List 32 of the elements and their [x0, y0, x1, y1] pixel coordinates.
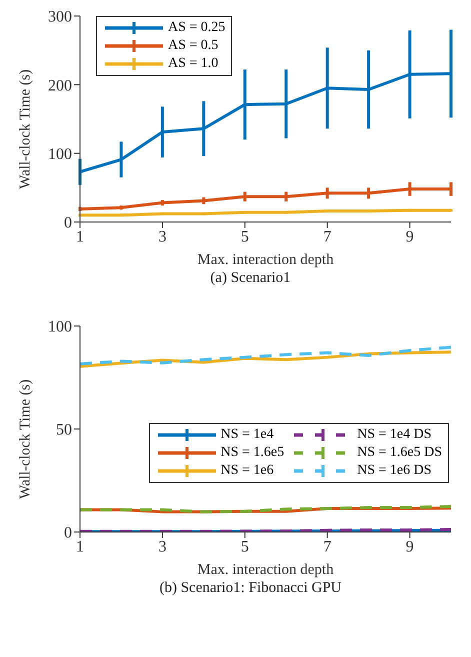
x-axis-title: Max. interaction depth — [197, 562, 334, 578]
legend-label: NS = 1.6e5 — [220, 444, 284, 462]
legend-label: AS = 0.5 — [168, 37, 218, 55]
x-tick-label: 9 — [406, 228, 414, 246]
y-tick-label: 100 — [48, 318, 72, 336]
y-tick-label: 200 — [48, 77, 72, 94]
legend-label: NS = 1e6 — [220, 462, 274, 480]
text: (b) Scenario1: Fibonacci GPU — [158, 580, 343, 597]
legend-label: AS = 1.0 — [168, 55, 218, 73]
x-axis-title: Max. interaction depth — [197, 252, 334, 268]
legend-label: NS = 1e6 DS — [357, 462, 432, 480]
y-tick-label: 0 — [64, 214, 72, 232]
x-tick-label: 5 — [240, 228, 249, 246]
legend-label: NS = 1e4 — [220, 426, 274, 444]
x-tick-label: 3 — [158, 538, 166, 556]
x-tick-label: 7 — [323, 538, 332, 556]
y-tick-label: 300 — [48, 8, 72, 26]
legend-label: AS = 0.25 — [168, 19, 226, 37]
x-tick-label: 5 — [240, 538, 249, 556]
x-tick-label: 7 — [323, 228, 332, 246]
x-tick-label: 3 — [158, 228, 166, 246]
x-tick-label: 1 — [76, 538, 84, 556]
legend-label: NS = 1.6e5 DS — [357, 444, 442, 462]
x-tick-label: 9 — [406, 538, 414, 556]
y-tick-label: 0 — [64, 524, 72, 542]
x-tick-label: 1 — [76, 228, 84, 246]
legend-label: NS = 1e4 DS — [357, 426, 432, 444]
y-axis-title: Wall-clock Time (s) — [17, 69, 34, 189]
y-tick-label: 100 — [48, 146, 72, 164]
y-axis-title: Wall-clock Time (s) — [17, 379, 34, 499]
text: (a) Scenario1 — [209, 270, 292, 287]
y-tick-label: 50 — [56, 422, 72, 439]
